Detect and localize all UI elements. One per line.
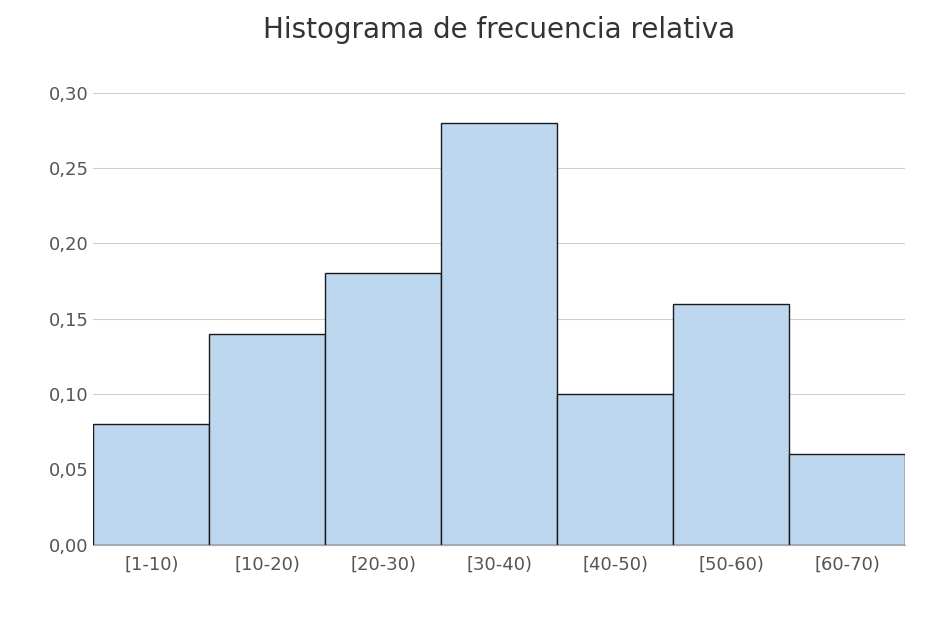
Title: Histograma de frecuencia relativa: Histograma de frecuencia relativa <box>263 16 735 44</box>
Bar <box>209 334 326 545</box>
Bar <box>93 424 209 545</box>
Bar <box>789 454 905 545</box>
Bar <box>673 304 789 545</box>
Bar <box>326 274 441 545</box>
Bar <box>557 394 673 545</box>
Bar <box>441 123 557 545</box>
